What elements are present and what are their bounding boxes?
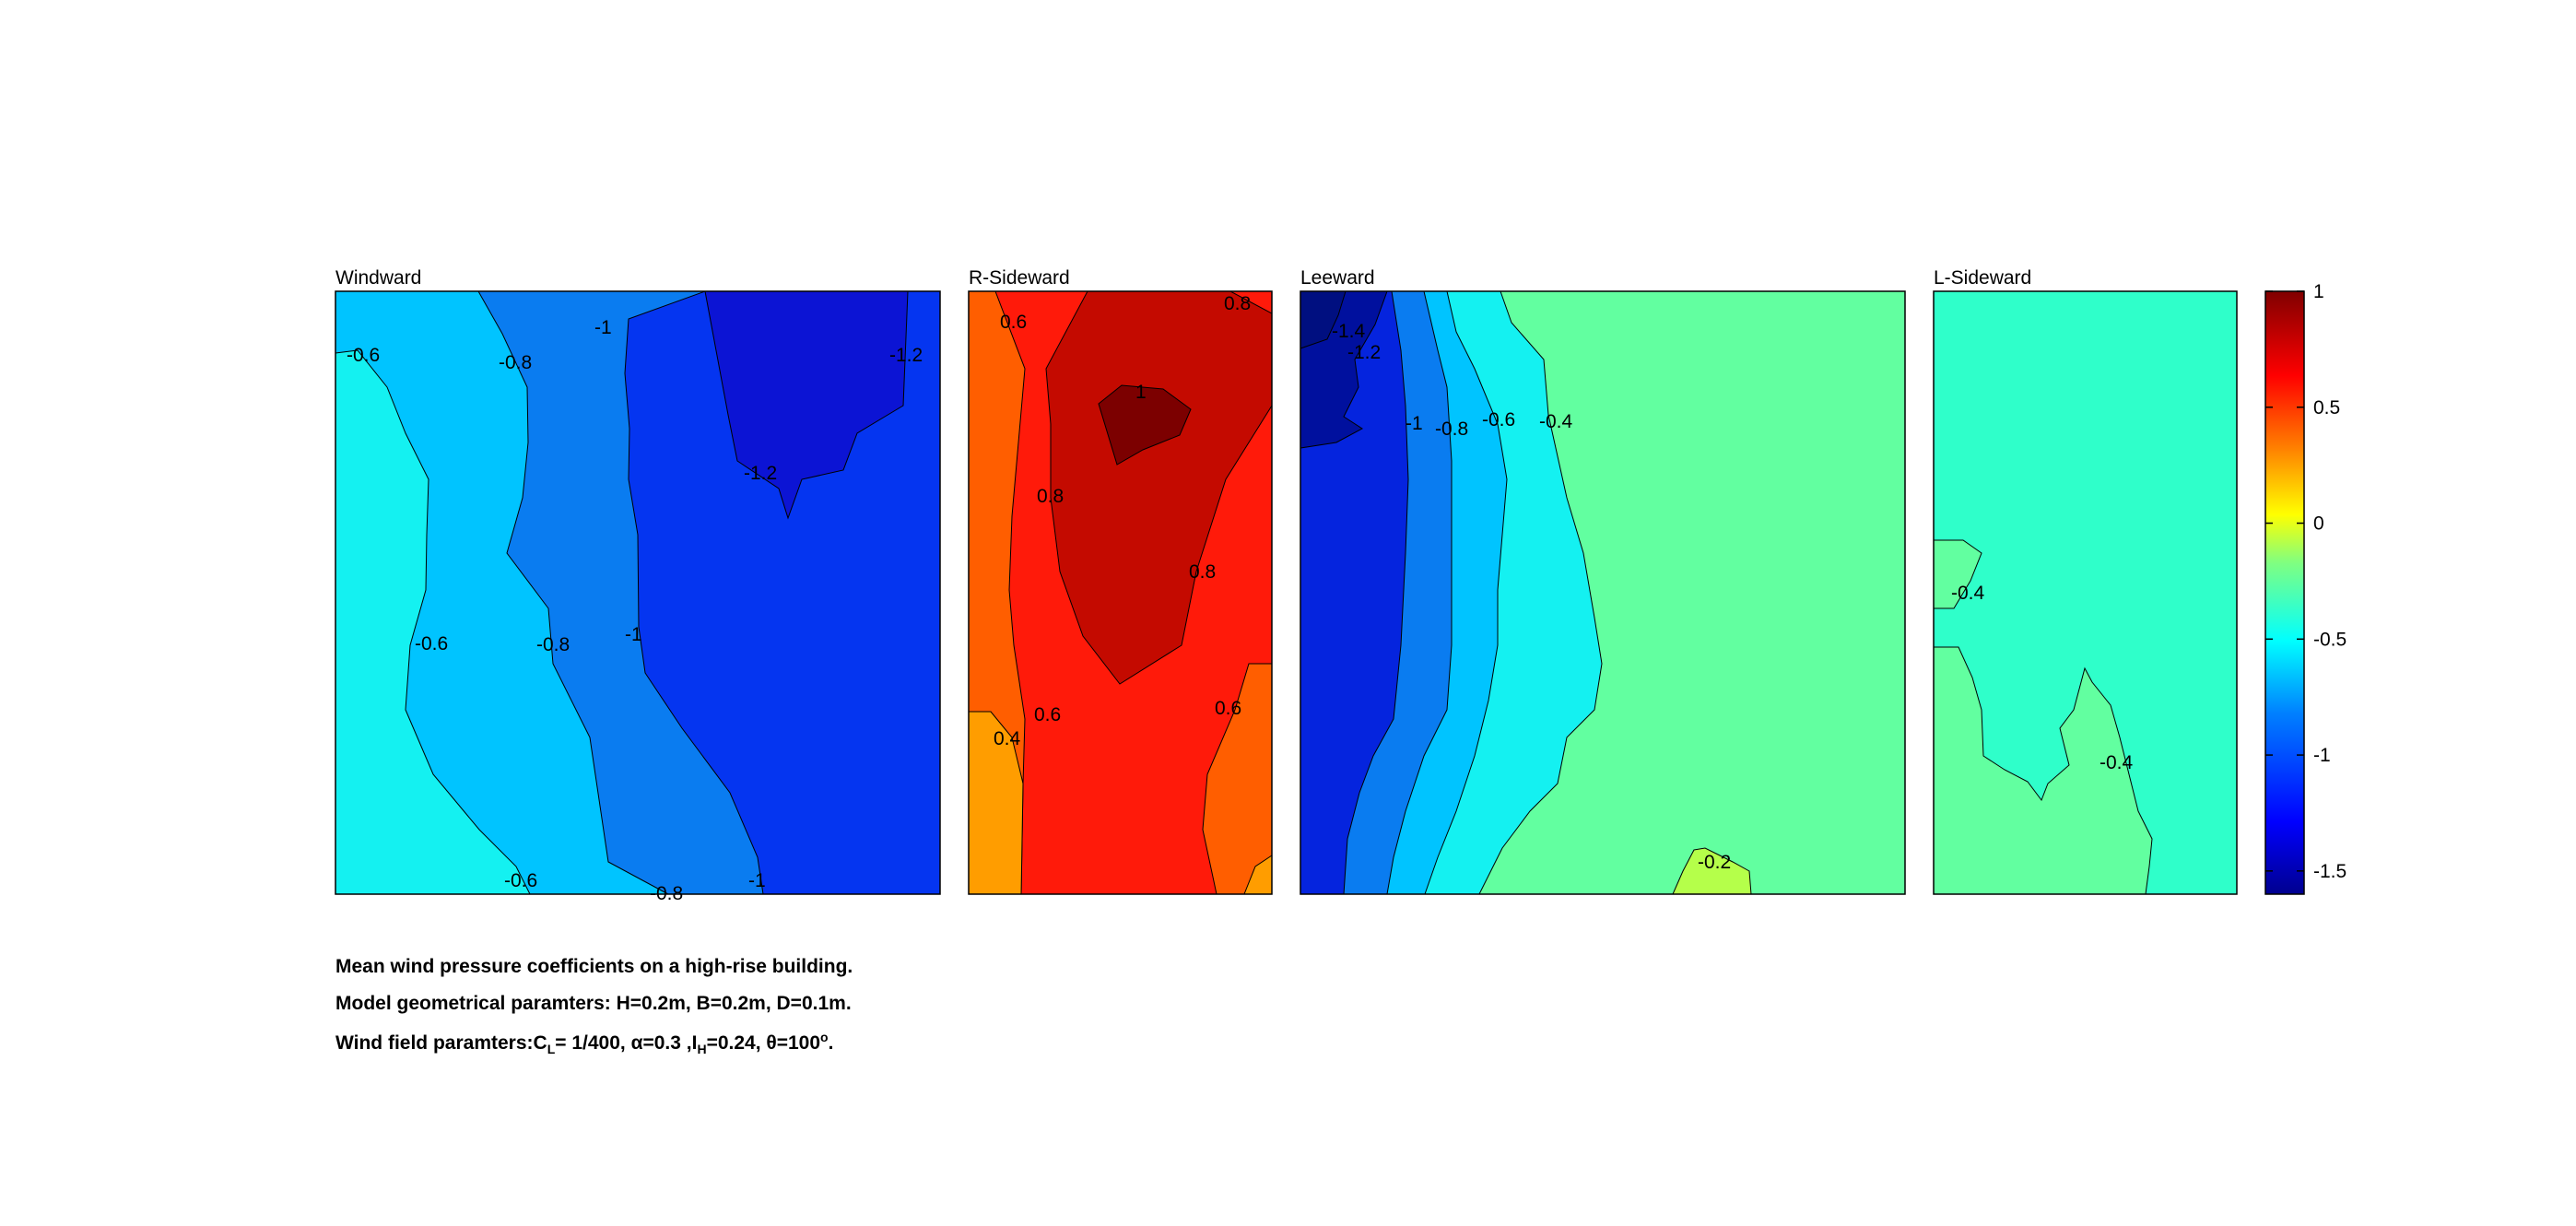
caption-line-3-part-b: = 1/400, α=0.3 ,I xyxy=(555,1032,698,1054)
windward-label-minus-1.2-mid: -1.2 xyxy=(744,463,777,484)
colorbar-tick-label: 0.5 xyxy=(2313,397,2340,418)
caption-line-3-sup-degree: o xyxy=(820,1030,829,1044)
r-sideward-label-0.8-mid: 0.8 xyxy=(1037,486,1064,507)
windward-region-level-minus-0.6 xyxy=(335,349,531,895)
r-sideward-label-0.8-right: 0.8 xyxy=(1189,561,1216,583)
windward-label-minus-0.6-bottom: -0.6 xyxy=(504,870,537,891)
l-sideward-label-minus-0.4-upper: -0.4 xyxy=(1951,583,1985,604)
windward-label-minus-1-top: -1 xyxy=(594,317,612,338)
windward-label-minus-1.2-right: -1.2 xyxy=(889,345,923,366)
panel-leeward: Leeward -1.4 -1.2 -1 -0.8 -0.6 -0.4 -0.2 xyxy=(1300,267,1906,895)
colorbar-tick-label: -0.5 xyxy=(2313,629,2347,650)
caption-line-3-part-c: =0.24, θ=100 xyxy=(706,1032,821,1054)
windward-label-minus-0.8-mid: -0.8 xyxy=(536,634,570,655)
colorbar-tick-label: -1 xyxy=(2313,745,2331,766)
r-sideward-label-0.6-top: 0.6 xyxy=(1000,312,1027,333)
leeward-label-minus-0.8: -0.8 xyxy=(1435,418,1468,440)
colorbar-tick-label: 1 xyxy=(2313,281,2324,302)
r-sideward-frame xyxy=(968,290,1273,895)
leeward-label-minus-1.4: -1.4 xyxy=(1332,321,1366,342)
windward-label-minus-1-mid: -1 xyxy=(625,624,642,645)
caption-line-3-sub-l: L xyxy=(547,1042,556,1057)
panel-l-sideward: L-Sideward -0.4 -0.4 xyxy=(1933,267,2238,895)
colorbar-gradient xyxy=(2264,290,2305,895)
caption-line-3: Wind field paramters:CL= 1/400, α=0.3 ,I… xyxy=(335,1030,833,1056)
r-sideward-region-level-1.0 xyxy=(1098,384,1192,466)
caption-line-3-part-d: . xyxy=(828,1032,834,1054)
leeward-frame xyxy=(1300,290,1906,895)
panel-title-l-sideward: L-Sideward xyxy=(1934,267,2031,289)
leeward-label-minus-0.6: -0.6 xyxy=(1482,409,1515,430)
leeward-label-minus-1.2: -1.2 xyxy=(1347,342,1381,363)
panel-title-r-sideward: R-Sideward xyxy=(969,267,1070,289)
leeward-region-level-minus-0.2 xyxy=(1672,847,1752,895)
leeward-label-minus-1: -1 xyxy=(1406,413,1423,434)
colorbar: 1 0.5 0 -0.5 -1 -1.5 xyxy=(2264,281,2347,895)
windward-label-minus-0.8-top: -0.8 xyxy=(499,352,532,373)
leeward-label-minus-0.2: -0.2 xyxy=(1698,852,1731,873)
windward-label-minus-1-bottom: -1 xyxy=(748,870,766,891)
r-sideward-label-0.6-right: 0.6 xyxy=(1215,698,1241,719)
windward-label-minus-0.6-top: -0.6 xyxy=(347,345,380,366)
caption-line-3-part-a: Wind field paramters:C xyxy=(335,1032,547,1054)
r-sideward-label-0.6-mid: 0.6 xyxy=(1034,704,1061,725)
panel-windward: Windward -0.6 -0.8 -1 -1.2 -1.2 -0.6 -0.… xyxy=(335,267,941,904)
r-sideward-label-0.8-top: 0.8 xyxy=(1224,293,1251,314)
r-sideward-label-1: 1 xyxy=(1135,382,1147,403)
panel-title-leeward: Leeward xyxy=(1300,267,1375,289)
colorbar-ticks: 1 0.5 0 -0.5 -1 -1.5 xyxy=(2265,281,2347,882)
l-sideward-frame xyxy=(1933,290,2238,895)
caption-line-1: Mean wind pressure coefficients on a hig… xyxy=(335,956,853,977)
caption-line-2: Model geometrical paramters: H=0.2m, B=0… xyxy=(335,993,852,1014)
colorbar-tick-label: -1.5 xyxy=(2313,861,2347,882)
l-sideward-label-minus-0.4-lower: -0.4 xyxy=(2100,752,2134,773)
panel-r-sideward: R-Sideward 0.6 0.8 1 0.8 0.8 0.6 0.4 0.6 xyxy=(968,267,1273,895)
leeward-label-minus-0.4: -0.4 xyxy=(1539,411,1573,432)
caption-line-3-sub-h: H xyxy=(697,1042,707,1057)
panel-title-windward: Windward xyxy=(335,267,421,289)
l-sideward-region-level-minus-0.4-lower xyxy=(1933,646,2153,895)
windward-label-minus-0.8-bottom: -0.8 xyxy=(650,883,683,904)
windward-region-level-minus-1.2 xyxy=(704,290,909,520)
windward-frame xyxy=(335,290,941,895)
windward-label-minus-0.6-mid: -0.6 xyxy=(415,633,448,654)
r-sideward-label-0.4: 0.4 xyxy=(994,728,1021,749)
colorbar-tick-label: 0 xyxy=(2313,513,2324,535)
